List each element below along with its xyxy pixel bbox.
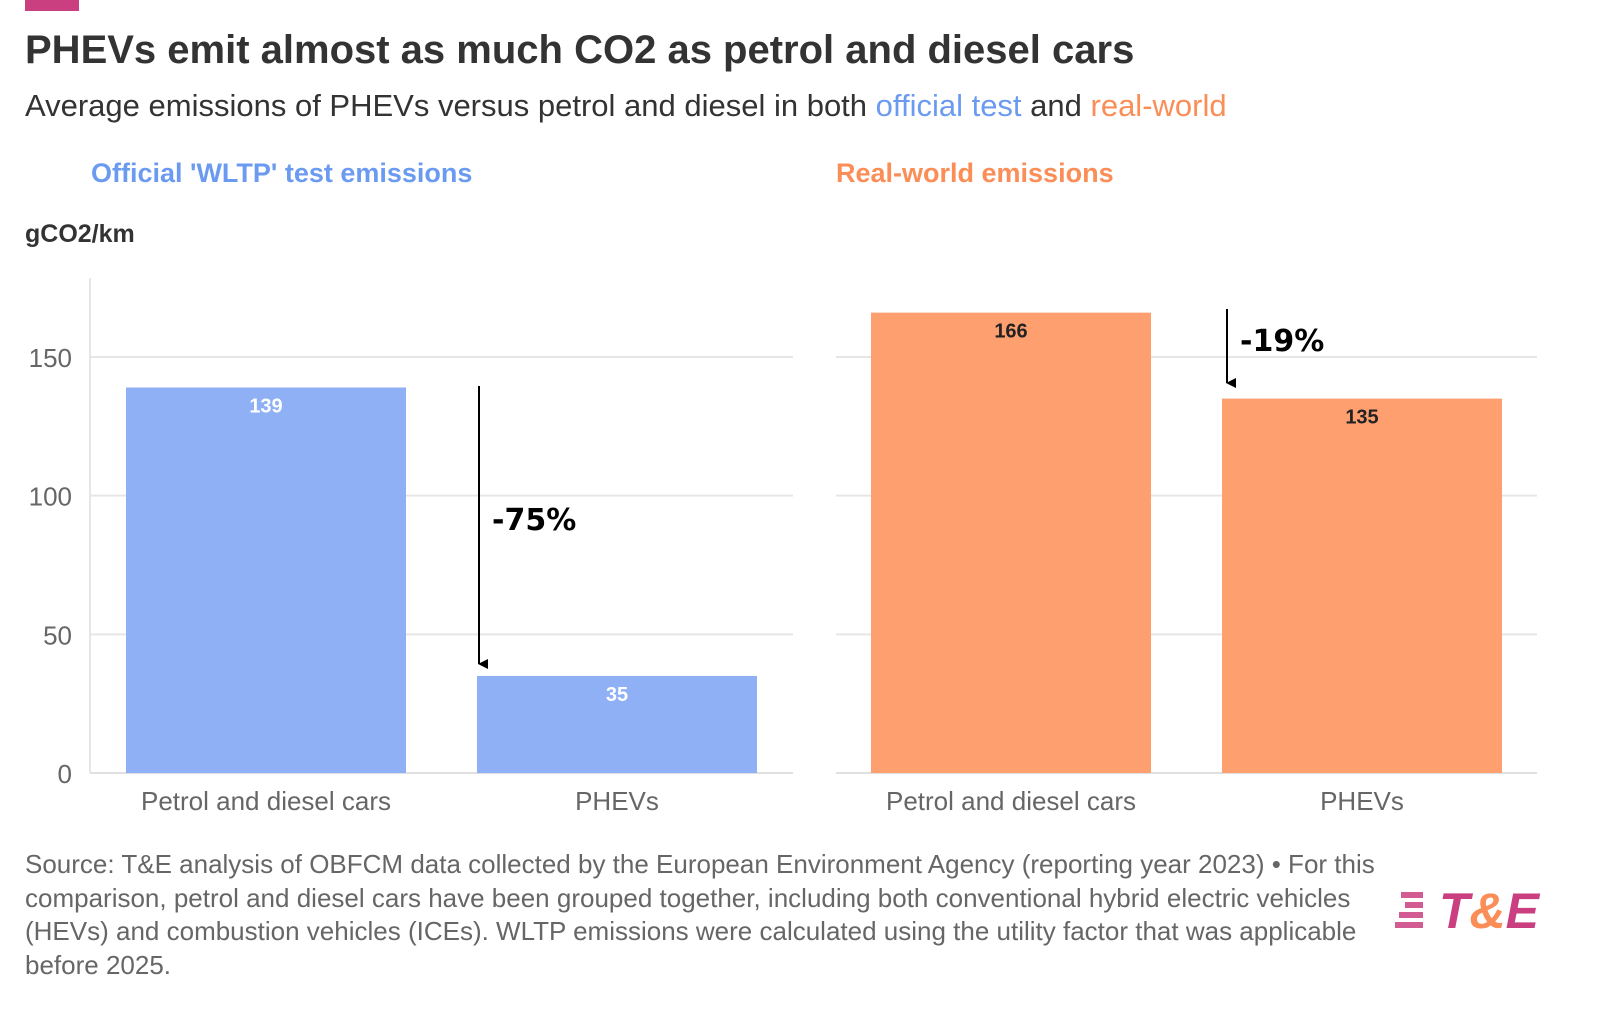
data-label: 139 (249, 396, 282, 418)
bar-real-1 (1222, 398, 1502, 773)
brand-bar (25, 0, 79, 11)
annotation-real: -19% (1240, 324, 1324, 359)
x-tick-label: PHEVs (1320, 786, 1404, 816)
subtitle-and: and (1021, 88, 1091, 123)
y-tick-label: 50 (43, 620, 72, 650)
panel-title-official: Official 'WLTP' test emissions (91, 158, 473, 188)
source-note: Source: T&E analysis of OBFCM data colle… (25, 849, 1375, 980)
bar-official-0 (126, 387, 406, 773)
y-tick-label: 0 (58, 759, 72, 789)
y-tick-label: 100 (29, 482, 72, 512)
bar-official-1 (477, 675, 757, 773)
chart-subtitle: Average emissions of PHEVs versus petrol… (25, 88, 1227, 124)
panel-title-real: Real-world emissions (836, 158, 1114, 188)
data-label: 35 (606, 684, 628, 706)
chart-title: PHEVs emit almost as much CO2 as petrol … (25, 28, 1135, 72)
x-tick-label: Petrol and diesel cars (141, 786, 391, 816)
bar-real-0 (871, 312, 1151, 773)
te-logo: T&E (1395, 883, 1541, 934)
annotation-official: -75% (492, 503, 576, 538)
subtitle-text: Average emissions of PHEVs versus petrol… (25, 88, 876, 123)
svg-text:T&E: T&E (1439, 883, 1541, 934)
y-axis-unit: gCO2/km (25, 220, 135, 248)
x-tick-label: PHEVs (575, 786, 659, 816)
data-label: 166 (994, 321, 1027, 343)
data-label: 135 (1345, 407, 1378, 429)
x-tick-label: Petrol and diesel cars (886, 786, 1136, 816)
y-tick-label: 150 (29, 343, 72, 373)
subtitle-official: official test (875, 88, 1022, 123)
subtitle-real: real-world (1090, 88, 1227, 123)
